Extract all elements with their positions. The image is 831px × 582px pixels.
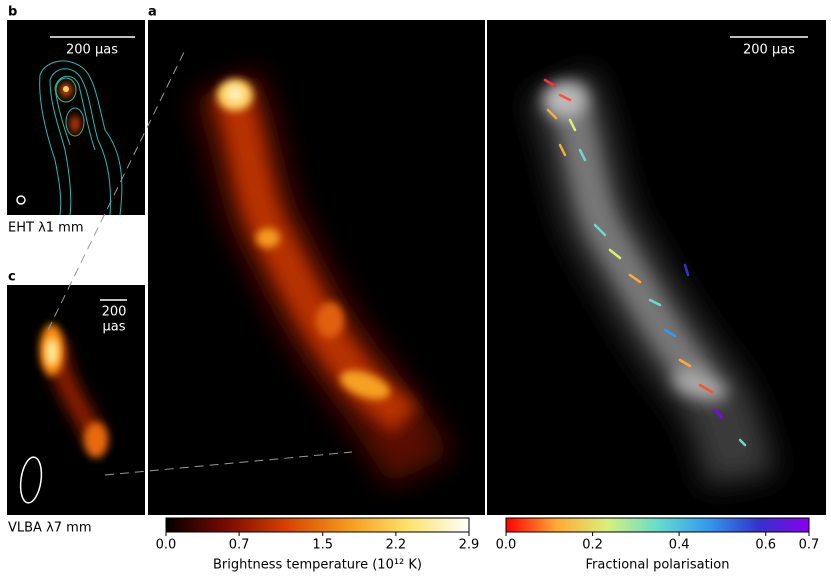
jet-brightness <box>192 70 452 487</box>
panel-letter: a <box>148 5 157 20</box>
scale-label: 200 <box>102 305 127 320</box>
colorbar <box>165 517 470 533</box>
colorbar <box>505 517 810 533</box>
scale-label: 200 μas <box>743 43 795 58</box>
jet-polarisation <box>527 70 775 487</box>
tick-label: 0.2 <box>582 538 603 553</box>
tick-label: 1.5 <box>312 538 333 553</box>
tick-label: 2.2 <box>386 538 407 553</box>
panel-caption: EHT λ1 mm <box>8 221 84 236</box>
tick-label: 0.0 <box>496 538 517 553</box>
tick-label: 0.7 <box>799 538 820 553</box>
tick-label: 0.7 <box>229 538 250 553</box>
panel-letter: b <box>8 5 17 20</box>
tick-label: 2.9 <box>459 538 480 553</box>
panel-caption: VLBA λ7 mm <box>8 521 92 536</box>
tick-label: 0.6 <box>755 538 776 553</box>
zoom-connector <box>47 47 353 476</box>
eht-structure <box>39 60 123 215</box>
beam <box>19 456 43 504</box>
scale-label: 200 μas <box>66 43 118 58</box>
panel-letter: c <box>8 270 16 285</box>
colorbar-label: Fractional polarisation <box>586 558 730 573</box>
tick-label: 0.0 <box>156 538 177 553</box>
colorbar-label: Brightness temperature (10¹² K) <box>213 558 422 573</box>
tick-label: 0.4 <box>669 538 690 553</box>
beam <box>16 195 26 205</box>
scale-label: μas <box>102 320 125 335</box>
vlba-structure <box>40 324 108 458</box>
